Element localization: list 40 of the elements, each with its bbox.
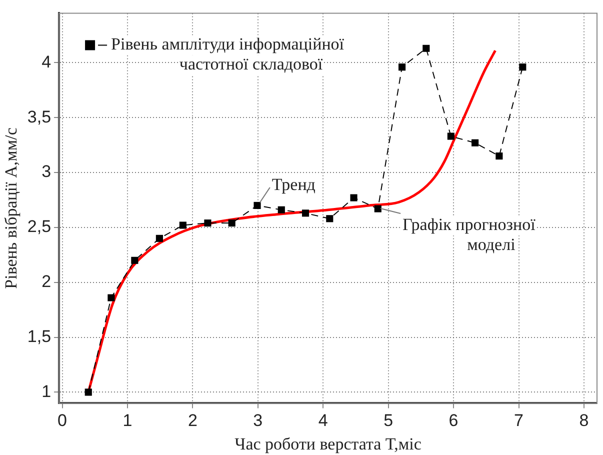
x-tick-label: 8 [579,411,589,430]
x-tick-label: 3 [253,411,263,430]
point [131,256,138,264]
x-tick-label: 2 [188,411,198,430]
y-tick-label: 2 [42,272,52,292]
point [374,205,382,212]
point [422,44,430,52]
point [302,210,310,217]
annotation: Графік прогнозної моделі [402,214,536,254]
point [447,132,454,140]
x-tick-label: 0 [58,411,68,430]
point [228,219,236,227]
point [204,219,212,227]
x-tick-label: 5 [384,411,394,430]
y-axis-title: Рівень вібрації А,мм/с [2,127,21,289]
point [326,215,334,222]
annotation: Тренд [272,174,316,194]
point [254,202,261,209]
x-tick-label: 7 [514,411,524,430]
point [519,63,526,71]
y-tick-label: 4 [42,52,52,72]
point [156,234,163,242]
point [496,152,503,160]
y-tick-label: 3,5 [27,107,52,126]
point [472,139,479,146]
point [179,222,186,229]
x-tick-label: 1 [122,411,132,430]
point [84,388,92,396]
y-tick-label: 2,5 [27,217,52,236]
point [398,63,406,71]
x-tick-label: 6 [448,411,458,430]
x-tick-label: 4 [318,411,328,430]
text: Рівень амплітуди інформаційної частотної складової [111,34,344,74]
point [278,206,285,214]
point [350,194,358,202]
y-tick-label: 1,5 [27,326,52,346]
y-tick-label: 1 [42,382,52,401]
point [108,294,115,302]
y-tick-label: 3 [42,162,52,182]
x-axis-title: Час роботи верстата Т,міс [234,434,422,454]
